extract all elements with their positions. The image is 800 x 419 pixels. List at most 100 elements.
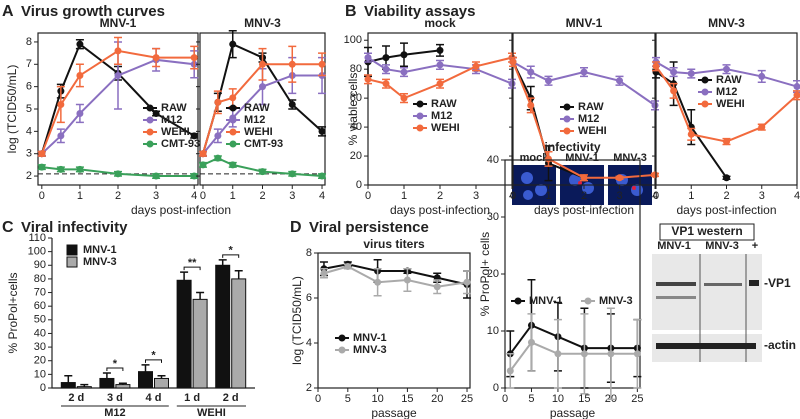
y-tick-label: 60 [34,300,46,312]
x-tick-label: 2 [115,190,121,202]
x-tick-label: 1 [230,190,236,202]
group-label: M12 [104,407,125,419]
x-tick-label: 3 [759,190,765,202]
x-axis-label: days post-infection [534,203,634,217]
y-tick-label: 40 [487,154,499,166]
legend-label: CMT-93 [244,138,283,150]
x-tick-label: 3 [153,190,159,202]
legend-label: RAW [431,98,457,110]
series-line [367,56,513,85]
data-point [374,278,382,286]
error-bar [102,372,111,379]
legend-marker [563,115,571,123]
x-tick-label: 4 [652,190,658,202]
data-point [288,170,296,178]
blot-title: VP1 western [671,224,742,238]
x-axis-label: passage [550,406,596,419]
data-point [436,61,444,69]
data-point [723,65,730,73]
subtitle: MNV-1 [100,16,137,30]
panel-letter: B [345,3,357,20]
y-tick-label: 5 [26,103,32,115]
x-tick-label: 2 [723,190,729,202]
legend-marker [563,127,571,135]
data-point [382,54,390,62]
legend-label: M12 [578,113,599,125]
x-axis-label: passage [371,406,417,419]
blot-membrane [652,254,762,330]
data-point [229,94,237,102]
data-point [320,269,328,277]
x-tick-label: 25 [631,393,643,405]
data-point [400,94,408,102]
subtitle: virus titers [363,237,425,251]
data-point [344,263,352,270]
panel-title: Viral infectivity [21,219,128,236]
data-point [616,77,623,85]
legend-marker [701,76,709,84]
y-tick-label: 4 [26,125,32,137]
y-axis-label: log (TCID50/mL) [5,65,19,154]
band-label: -actin [764,338,796,352]
data-point [580,350,588,358]
data-point [364,54,372,62]
legend-label: MNV-1 [353,332,387,344]
series-line [655,65,798,143]
legend-label: MNV-3 [599,295,633,307]
series-line [367,49,441,63]
significance-bracket [145,359,162,363]
x-tick-label: 0 [502,393,508,405]
data-point [38,163,46,171]
error-bar [196,291,205,300]
inset-label: mock [520,152,550,164]
legend-marker [229,104,237,112]
legend-marker [229,140,237,148]
y-tick-label: 80 [350,63,362,75]
x-tick-label: 4 d [146,392,162,404]
error-bar [141,364,150,372]
data-point [190,132,198,140]
data-point [382,80,390,88]
legend-label: WEHI [431,122,460,134]
data-point [38,150,46,158]
x-tick-label: 1 d [184,392,200,404]
legend-marker [416,100,424,108]
data-point [758,123,766,131]
x-tick-label: 4 [509,190,515,202]
bar [76,386,92,389]
legend-label: CMT-93 [161,138,200,150]
legend-label: WEHI [244,126,273,138]
data-point [114,71,122,79]
data-point [651,101,659,109]
x-tick-label: 20 [431,393,443,405]
data-point [580,174,588,182]
y-tick-label: 0 [40,382,46,394]
legend-marker [146,128,154,136]
x-axis-label: days post-infection [131,203,231,217]
data-point [793,83,800,91]
y-tick-label: 6 [306,292,312,304]
x-tick-label: 2 [437,190,443,202]
legend-marker [146,104,154,112]
legend-marker [416,124,424,132]
cell [521,172,533,184]
bar [138,371,153,389]
cell [535,184,547,196]
x-tick-label: 3 [289,190,295,202]
panel-letter: D [290,219,302,236]
y-axis-label: % viable cells [346,73,360,146]
legend-label: RAW [161,102,187,114]
cell [578,181,582,185]
x-tick-label: 4 [794,190,800,202]
legend-marker [338,346,346,354]
y-tick-label: 4 [306,337,312,349]
error-bar [234,269,243,279]
data-point [190,172,198,180]
error-bar [118,382,127,385]
error-bar [80,383,89,387]
x-tick-label: 0 [315,393,321,405]
legend-marker [701,88,709,96]
series-line [202,63,323,154]
y-axis-label: % ProPol+cells [6,272,20,353]
legend-swatch [66,256,78,268]
